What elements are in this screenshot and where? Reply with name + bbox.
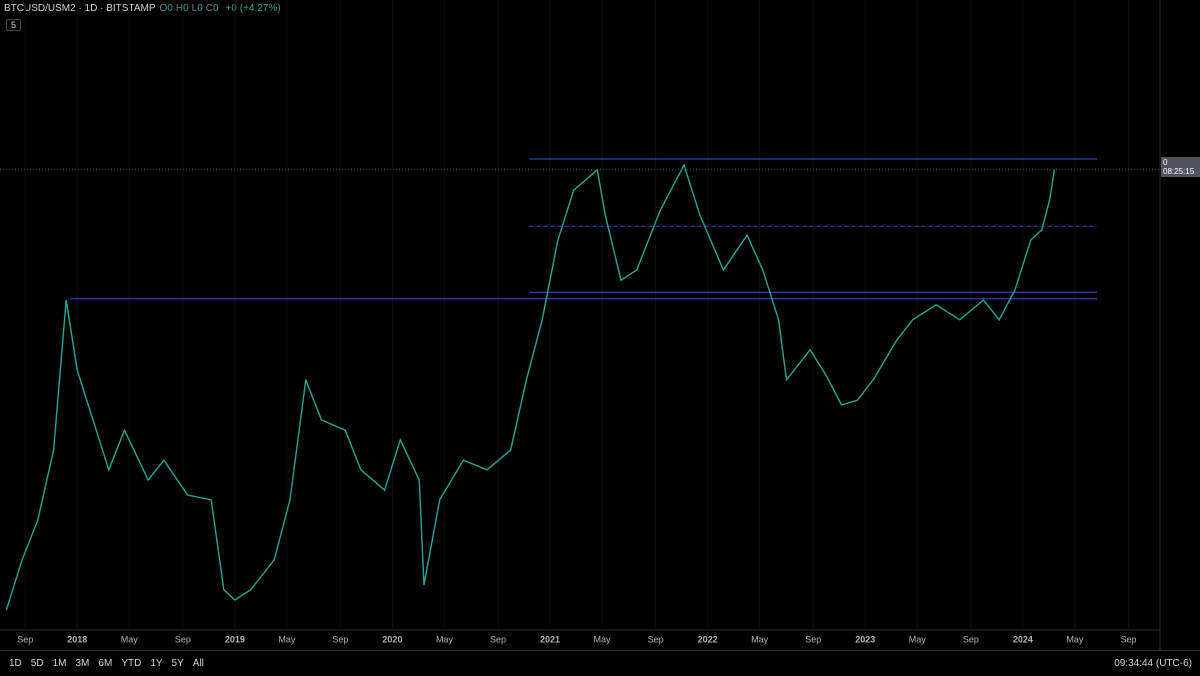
x-tick-label: Sep bbox=[963, 634, 979, 644]
ohlc-value: 0 bbox=[167, 3, 173, 14]
price-tag: 0 08:25:15 bbox=[1161, 157, 1200, 177]
x-tick-label: May bbox=[436, 634, 454, 644]
ohlc: O0 H0 L0 C0 bbox=[160, 3, 222, 14]
ohlc-value: 0 bbox=[213, 3, 219, 14]
x-tick-label: May bbox=[278, 634, 296, 644]
price: 0 bbox=[1163, 158, 1168, 167]
x-tick-label: Sep bbox=[175, 634, 191, 644]
symbol[interactable]: BTCUSD/USM2 · 1D · BITSTAMP bbox=[4, 3, 156, 14]
x-tick-label: May bbox=[1066, 634, 1084, 644]
x-tick-label: Sep bbox=[1120, 634, 1136, 644]
price-line bbox=[5, 163, 1056, 611]
range-button[interactable]: 6M bbox=[98, 658, 113, 669]
ohlc-key: H bbox=[175, 3, 184, 14]
x-tick-label: Sep bbox=[332, 634, 348, 644]
x-tick-label: May bbox=[121, 634, 139, 644]
clock: 09:34:44 (UTC-6) bbox=[1114, 658, 1192, 669]
x-tick-label: May bbox=[909, 634, 927, 644]
x-tick-label: May bbox=[751, 634, 769, 644]
x-tick-label: 2022 bbox=[698, 634, 718, 644]
range-button[interactable]: 1D bbox=[9, 658, 22, 669]
countdown: 08:25:15 bbox=[1163, 167, 1195, 176]
x-tick-label: 2018 bbox=[67, 634, 87, 644]
range-button[interactable]: 5D bbox=[30, 658, 44, 669]
x-tick-label: 2021 bbox=[540, 634, 560, 644]
chart: Sep 2018 May Sep 2019 May Sep 2020 May Sep 2021 May… bbox=[0, 0, 1161, 650]
x-tick-label: Sep bbox=[805, 634, 821, 644]
ohlc-key: L bbox=[191, 3, 198, 14]
x-tick-label: Sep bbox=[648, 634, 664, 644]
ohlc-key: O bbox=[159, 3, 168, 14]
x-tick-label: May bbox=[594, 634, 612, 644]
range-button[interactable]: 1Y bbox=[150, 658, 163, 669]
x-tick-label: 2019 bbox=[225, 634, 245, 644]
indicator-toggle[interactable]: 5 bbox=[6, 19, 22, 31]
x-tick-label: Sep bbox=[490, 634, 506, 644]
x-tick-label: 2023 bbox=[855, 634, 875, 644]
range-button[interactable]: 1M bbox=[52, 658, 67, 669]
x-tick-label: Sep bbox=[17, 634, 33, 644]
ohlc-key: C bbox=[205, 3, 213, 14]
range-button[interactable]: 3M bbox=[75, 658, 90, 669]
x-tick-label: 2024 bbox=[1013, 634, 1033, 644]
range-button[interactable]: 5Y bbox=[171, 658, 184, 669]
legend: BTCUSD/USM2 · 1D · BITSTAMP O0 H0 L0 C0 +0 … bbox=[4, 3, 281, 14]
ohlc-value: 0 bbox=[183, 3, 189, 14]
change: +0 (+4.27%) bbox=[225, 3, 281, 14]
ohlc-value: 0 bbox=[197, 3, 203, 14]
x-tick-label: 2020 bbox=[382, 634, 402, 644]
bottom-toolbar: 1D 5D 1M 3M 6M YTD 1Y 5Y All 09:34:44 (UTC-6) bbox=[0, 650, 1200, 676]
range-button[interactable]: YTD bbox=[121, 658, 142, 669]
range-button[interactable]: All bbox=[192, 658, 204, 669]
